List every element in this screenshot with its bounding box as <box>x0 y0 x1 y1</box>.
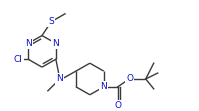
Text: N: N <box>57 74 63 83</box>
Text: O: O <box>126 74 133 83</box>
Text: Cl: Cl <box>14 55 22 64</box>
Text: O: O <box>114 101 121 110</box>
Text: N: N <box>25 39 31 48</box>
Text: N: N <box>53 39 59 48</box>
Text: N: N <box>100 82 107 91</box>
Text: S: S <box>48 17 54 26</box>
